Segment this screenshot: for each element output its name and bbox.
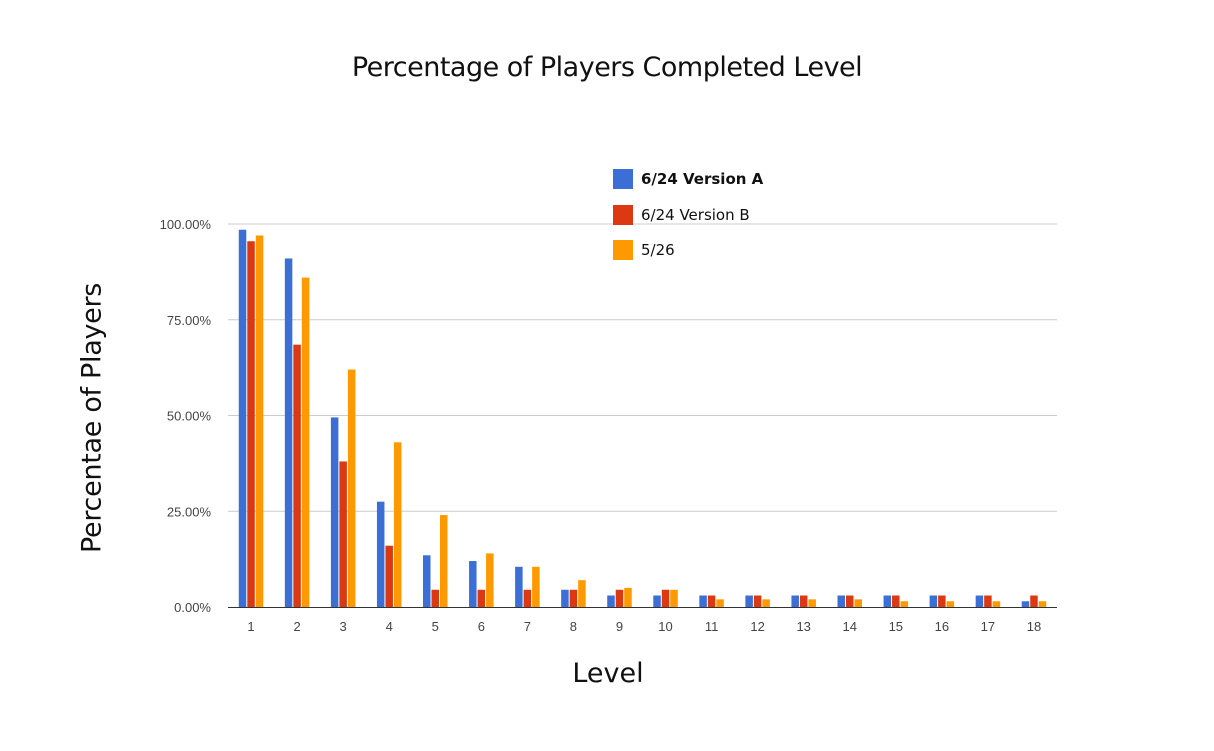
legend-swatch bbox=[613, 240, 633, 260]
x-tick-label: 15 bbox=[889, 619, 903, 634]
chart-title: Percentage of Players Completed Level bbox=[351, 52, 863, 83]
bar-6-24-version-b bbox=[753, 595, 762, 607]
bar-5-26 bbox=[900, 601, 909, 607]
bar-6-24-version-a bbox=[423, 555, 431, 607]
x-tick-label: 13 bbox=[796, 619, 810, 634]
bar-6-24-version-b bbox=[569, 589, 578, 607]
bar-6-24-version-b bbox=[938, 595, 946, 607]
y-tick-label: 0.00% bbox=[174, 600, 211, 615]
x-tick-label: 12 bbox=[750, 619, 764, 634]
bar-6-24-version-a bbox=[515, 566, 523, 607]
bar-5-26 bbox=[716, 599, 724, 607]
legend-swatch bbox=[613, 169, 633, 189]
bar-5-26 bbox=[347, 369, 356, 607]
legend-swatch bbox=[613, 204, 633, 225]
bar-6-24-version-a bbox=[883, 595, 892, 607]
x-tick-label: 2 bbox=[293, 619, 300, 634]
bar-6-24-version-b bbox=[339, 461, 347, 607]
y-tick-label: 75.00% bbox=[167, 313, 212, 328]
x-tick-label: 17 bbox=[981, 619, 995, 634]
bar-5-26 bbox=[854, 599, 862, 607]
bar-6-24-version-a bbox=[1021, 601, 1030, 607]
bar-6-24-version-b bbox=[293, 344, 301, 607]
x-tick-label: 1 bbox=[247, 619, 254, 634]
bar-6-24-version-a bbox=[284, 258, 293, 607]
legend-item-6-24-version-b: 6/24 Version B bbox=[613, 204, 763, 226]
bar-6-24-version-b bbox=[661, 589, 670, 607]
bar-6-24-version-a bbox=[929, 595, 938, 607]
legend-item-6-24-version-a: 6/24 Version A bbox=[613, 168, 763, 190]
bar-6-24-version-b bbox=[385, 545, 393, 607]
bar-6-24-version-b bbox=[846, 595, 854, 607]
x-tick-label: 5 bbox=[432, 619, 439, 634]
bar-5-26 bbox=[532, 566, 540, 607]
bar-5-26 bbox=[578, 580, 586, 607]
bar-6-24-version-b bbox=[431, 589, 439, 607]
bar-6-24-version-a bbox=[238, 229, 247, 607]
bar-6-24-version-b bbox=[799, 595, 808, 607]
bar-5-26 bbox=[670, 589, 678, 607]
x-tick-label: 7 bbox=[524, 619, 531, 634]
bar-6-24-version-a bbox=[837, 595, 845, 607]
bar-6-24-version-a bbox=[561, 589, 569, 607]
bar-6-24-version-b bbox=[892, 595, 900, 607]
x-axis-label: Level bbox=[572, 658, 644, 689]
bar-5-26 bbox=[808, 599, 816, 607]
bar-6-24-version-a bbox=[653, 595, 661, 607]
legend-label: 6/24 Version B bbox=[641, 205, 750, 224]
y-tick-label: 100.00% bbox=[160, 217, 212, 232]
bar-6-24-version-b bbox=[477, 589, 486, 607]
bar-6-24-version-a bbox=[607, 595, 615, 607]
bar-5-26 bbox=[946, 601, 955, 607]
bar-6-24-version-b bbox=[707, 595, 716, 607]
y-tick-label: 25.00% bbox=[167, 504, 212, 519]
bar-6-24-version-b bbox=[247, 241, 255, 608]
bar-5-26 bbox=[440, 515, 448, 607]
y-tick-label: 50.00% bbox=[167, 409, 212, 424]
bar-6-24-version-a bbox=[330, 417, 339, 607]
x-tick-label: 4 bbox=[386, 619, 393, 634]
bar-6-24-version-a bbox=[745, 595, 753, 607]
legend-label: 6/24 Version A bbox=[641, 170, 764, 188]
x-tick-label: 8 bbox=[570, 619, 577, 634]
bar-5-26 bbox=[301, 277, 310, 607]
x-tick-label: 16 bbox=[935, 619, 949, 634]
bar-5-26 bbox=[255, 235, 264, 608]
bar-6-24-version-b bbox=[1030, 595, 1038, 607]
legend-item-5-26: 5/26 bbox=[613, 239, 763, 261]
bar-6-24-version-a bbox=[975, 595, 984, 607]
legend-label: 5/26 bbox=[641, 241, 675, 259]
bar-5-26 bbox=[762, 599, 770, 607]
x-tick-label: 11 bbox=[705, 619, 719, 634]
x-tick-label: 3 bbox=[340, 619, 347, 634]
bar-6-24-version-b bbox=[615, 589, 624, 607]
bar-6-24-version-a bbox=[699, 595, 707, 607]
bar-6-24-version-a bbox=[791, 595, 799, 607]
legend: 6/24 Version A 6/24 Version B 5/26 bbox=[613, 168, 763, 275]
bar-5-26 bbox=[1038, 601, 1047, 607]
bar-6-24-version-b bbox=[523, 589, 532, 607]
bar-5-26 bbox=[992, 601, 1001, 607]
x-tick-label: 9 bbox=[616, 619, 623, 634]
bar-5-26 bbox=[486, 553, 494, 607]
bar-5-26 bbox=[393, 442, 402, 607]
bar-5-26 bbox=[624, 587, 632, 607]
x-tick-label: 18 bbox=[1027, 619, 1041, 634]
x-tick-label: 6 bbox=[478, 619, 485, 634]
x-tick-label: 14 bbox=[843, 619, 857, 634]
x-tick-label: 10 bbox=[658, 619, 672, 634]
bar-6-24-version-a bbox=[376, 501, 385, 607]
bar-6-24-version-b bbox=[984, 595, 992, 607]
bar-6-24-version-a bbox=[469, 561, 477, 607]
